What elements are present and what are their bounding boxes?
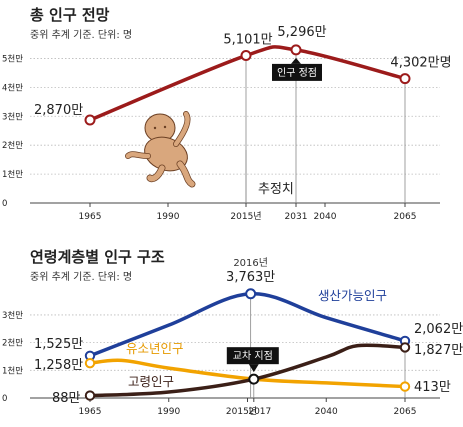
cross-callout-label: 교차 지점 — [233, 350, 273, 362]
youth-end-label: 413만 — [414, 380, 451, 395]
data-point — [290, 44, 302, 56]
baby-leg2-fill — [147, 165, 165, 182]
x-tick-label: 1965 — [79, 407, 102, 417]
x-tick-label: 2015년 — [226, 406, 257, 417]
y-tick-label: 2천만 — [2, 338, 23, 349]
chart1-subtitle: 중위 추계 기준. 단위: 명 — [30, 28, 132, 41]
projection-label: 추정치 — [258, 182, 294, 197]
elderly-start-label: 88만 — [52, 391, 81, 406]
cross-callout-pointer — [248, 364, 259, 373]
peak-point — [245, 288, 257, 300]
baby-leg-fill — [177, 161, 195, 187]
x-tick-label: 2040 — [315, 407, 338, 417]
y-tick-label: 2천만 — [2, 140, 23, 151]
baby-arm2-fill — [125, 151, 151, 159]
chart2-subtitle: 중위 추계 기준. 단위: 명 — [30, 270, 132, 283]
y-tick-label: 3천만 — [2, 111, 23, 122]
peak-year-label: 2016년 — [233, 257, 268, 269]
series-label-elderly: 고령인구 — [128, 374, 174, 389]
total-population-line — [89, 45, 406, 122]
youth-line — [89, 358, 406, 389]
x-tick-label: 2065 — [394, 212, 417, 222]
chart1-title: 총 인구 전망 — [30, 6, 110, 24]
series-end-point — [399, 342, 411, 353]
point-label: 2,870만 — [34, 103, 83, 118]
series-label-working: 생산가능인구 — [318, 288, 387, 303]
data-point — [399, 73, 411, 85]
series-start-point — [84, 357, 96, 369]
cross-point — [248, 373, 260, 385]
x-tick-label: 1990 — [157, 407, 180, 417]
baby-eye — [153, 126, 157, 130]
peak-callout-label: 인구 정점 — [277, 67, 317, 79]
y-tick-label: 4천만 — [2, 82, 23, 93]
chart2-title: 연령계층별 인구 구조 — [30, 248, 165, 266]
x-tick-label: 2031 — [285, 212, 308, 222]
elderly-line — [89, 343, 406, 398]
x-tick-label: 1965 — [79, 212, 102, 222]
series-label-youth: 유소년인구 — [126, 341, 184, 356]
x-tick-label: 2065 — [394, 407, 417, 417]
baby-arm-fill — [173, 111, 190, 147]
peak-value-label: 3,763만 — [226, 270, 275, 285]
y-tick-label: 1천만 — [2, 365, 23, 376]
series-end-point — [399, 381, 411, 392]
x-tick-label: 1990 — [157, 212, 180, 222]
y-tick-label: 1천만 — [2, 169, 23, 180]
point-label: 5,101만 — [223, 33, 272, 48]
y-tick-label: 0 — [2, 199, 7, 209]
data-point — [240, 50, 252, 62]
working-end-label: 2,062만 — [414, 322, 463, 337]
cross-callout-box — [226, 347, 279, 365]
y-tick-label: 0 — [2, 394, 7, 404]
point-label: 4,302만명 — [390, 56, 451, 71]
peak-callout-box — [272, 63, 322, 81]
peak-callout-pointer — [291, 57, 301, 64]
youth-start-label: 1,258만 — [34, 358, 83, 373]
baby-eye — [163, 125, 167, 129]
x-tick-label: 2015년 — [230, 211, 261, 222]
series-start-point — [84, 390, 96, 401]
data-point — [84, 114, 96, 126]
baby-illustration — [125, 111, 196, 188]
working-start-label: 1,525만 — [34, 337, 83, 352]
y-tick-label: 5천만 — [2, 53, 23, 64]
y-tick-label: 3천만 — [2, 310, 23, 321]
point-label: 5,296만 — [277, 25, 326, 40]
elderly-end-label: 1,827만 — [414, 343, 463, 358]
x-tick-label: 2017 — [248, 407, 271, 417]
x-tick-label: 2040 — [314, 212, 337, 222]
